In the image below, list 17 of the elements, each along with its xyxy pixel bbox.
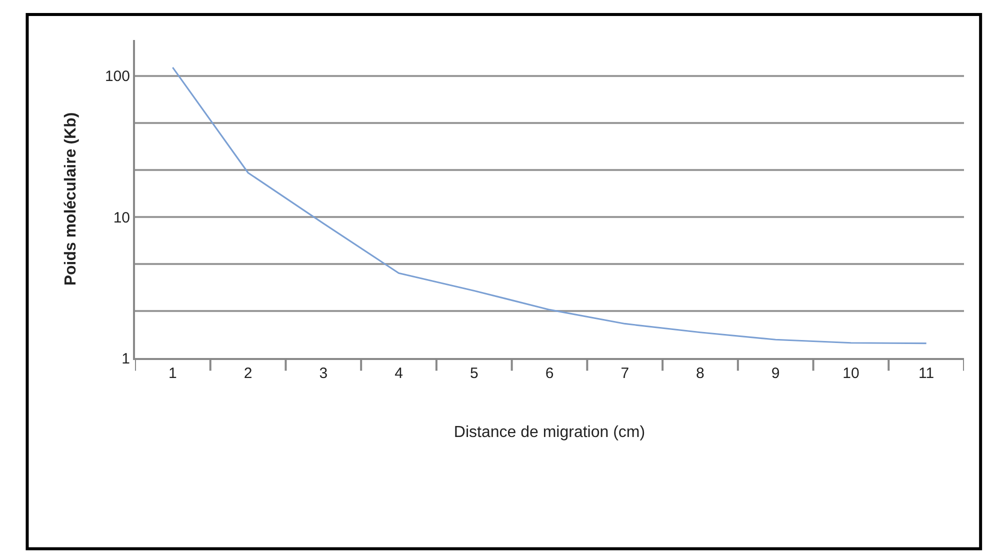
x-tick-label: 8 [696, 365, 704, 382]
y-tick-label: 10 [113, 209, 130, 226]
x-tick-label: 6 [545, 365, 554, 382]
x-tick-label: 3 [319, 365, 328, 382]
x-tick-label: 11 [918, 365, 934, 382]
y-tick-label: 100 [104, 68, 130, 86]
line-series [172, 66, 928, 344]
x-tick-label: 9 [771, 365, 780, 382]
x-tick-label: 10 [842, 365, 860, 382]
x-tick-label: 4 [394, 365, 403, 382]
x-axis-title: Distance de migration (cm) [454, 424, 646, 442]
x-tick-label: 1 [168, 365, 177, 382]
y-tick-label: 1 [122, 350, 130, 368]
y-axis-title: Poids moléculaire (Kb) [62, 112, 80, 286]
x-tick-label: 5 [470, 365, 478, 382]
x-tick-label: 2 [244, 365, 252, 382]
x-tick-label: 7 [620, 365, 630, 382]
